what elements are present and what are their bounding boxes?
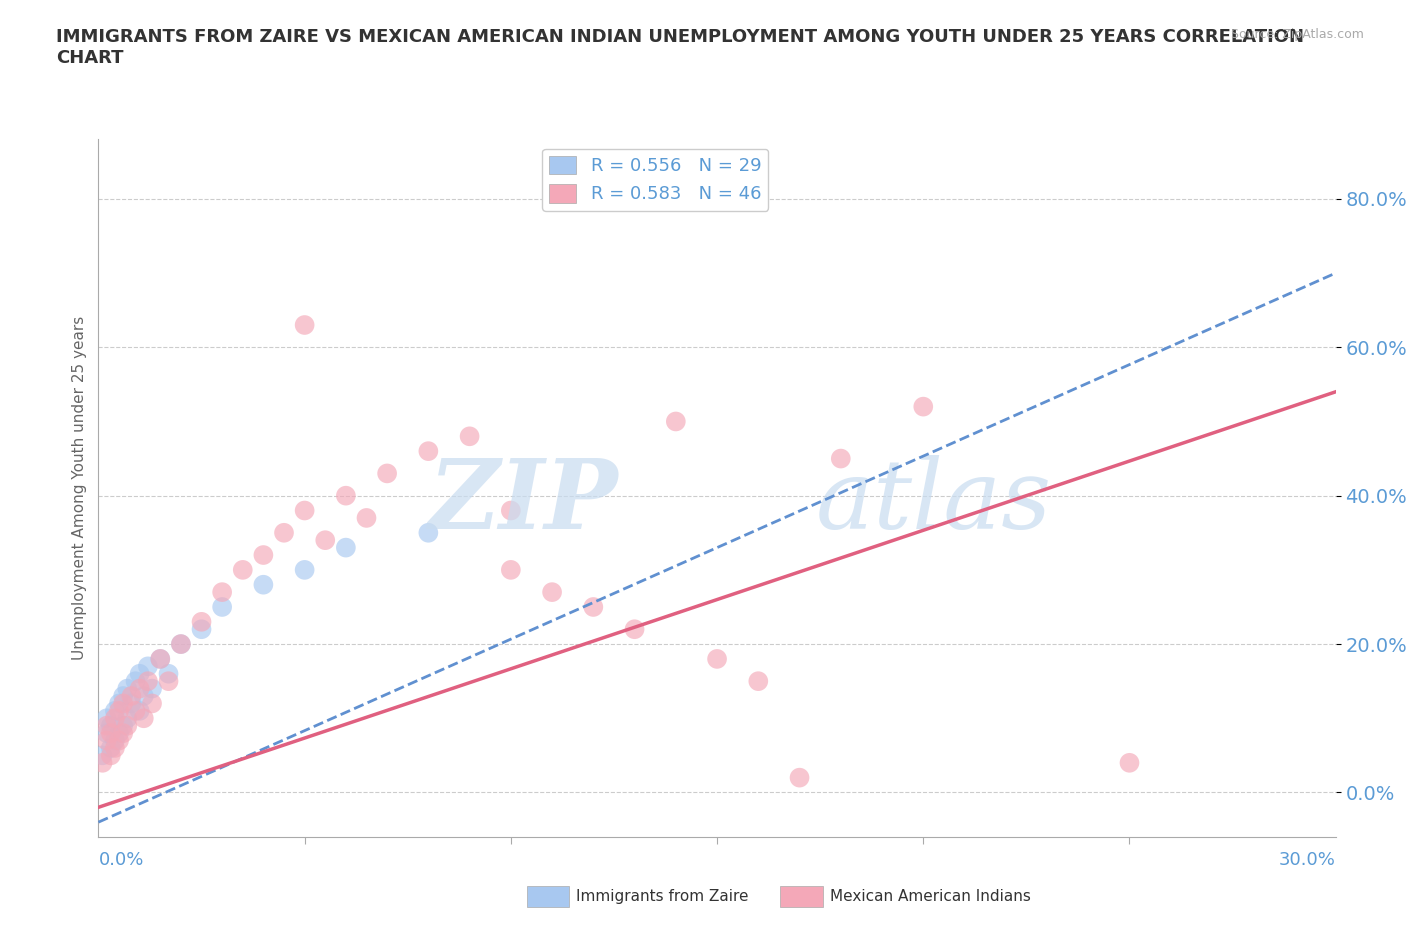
Point	[499, 503, 522, 518]
Point	[211, 600, 233, 615]
Point	[96, 718, 118, 733]
Point	[117, 711, 139, 725]
Point	[335, 540, 357, 555]
Point	[149, 652, 172, 667]
Point	[1118, 755, 1140, 770]
Point	[747, 673, 769, 688]
Point	[112, 688, 135, 703]
Point	[418, 525, 440, 540]
Text: Immigrants from Zaire: Immigrants from Zaire	[576, 889, 749, 904]
Point	[232, 563, 254, 578]
Point	[108, 733, 131, 748]
Point	[100, 725, 122, 740]
Point	[128, 703, 150, 718]
Point	[136, 658, 159, 673]
Point	[91, 748, 114, 763]
Text: Source: ZipAtlas.com: Source: ZipAtlas.com	[1230, 28, 1364, 41]
Point	[912, 399, 935, 414]
Point	[124, 673, 146, 688]
Point	[104, 711, 127, 725]
Point	[112, 696, 135, 711]
Point	[108, 725, 131, 740]
Point	[96, 725, 118, 740]
Point	[499, 563, 522, 578]
Point	[96, 733, 118, 748]
Point	[375, 466, 398, 481]
Point	[190, 622, 212, 637]
Point	[100, 748, 122, 763]
Point	[273, 525, 295, 540]
Point	[104, 703, 127, 718]
Point	[789, 770, 811, 785]
Point	[120, 696, 142, 711]
Point	[356, 511, 378, 525]
Point	[294, 563, 316, 578]
Point	[190, 615, 212, 630]
Point	[104, 733, 127, 748]
Legend: R = 0.556   N = 29, R = 0.583   N = 46: R = 0.556 N = 29, R = 0.583 N = 46	[541, 149, 769, 211]
Point	[117, 718, 139, 733]
Point	[582, 600, 605, 615]
Point	[100, 740, 122, 755]
Text: IMMIGRANTS FROM ZAIRE VS MEXICAN AMERICAN INDIAN UNEMPLOYMENT AMONG YOUTH UNDER : IMMIGRANTS FROM ZAIRE VS MEXICAN AMERICA…	[56, 28, 1305, 67]
Point	[132, 711, 155, 725]
Point	[157, 666, 180, 681]
Text: atlas: atlas	[815, 455, 1052, 550]
Point	[149, 652, 172, 667]
Point	[830, 451, 852, 466]
Point	[665, 414, 688, 429]
Point	[335, 488, 357, 503]
Point	[141, 696, 163, 711]
Point	[170, 637, 193, 652]
Point	[108, 703, 131, 718]
Point	[170, 637, 193, 652]
Point	[706, 652, 728, 667]
Point	[211, 585, 233, 600]
Point	[141, 681, 163, 696]
Point	[128, 681, 150, 696]
Point	[623, 622, 645, 637]
Point	[132, 688, 155, 703]
Point	[112, 718, 135, 733]
Point	[100, 718, 122, 733]
Point	[96, 711, 118, 725]
Point	[136, 673, 159, 688]
Point	[128, 666, 150, 681]
Y-axis label: Unemployment Among Youth under 25 years: Unemployment Among Youth under 25 years	[72, 316, 87, 660]
Point	[157, 673, 180, 688]
Point	[252, 548, 274, 563]
Text: 30.0%: 30.0%	[1279, 851, 1336, 869]
Point	[104, 740, 127, 755]
Text: 0.0%: 0.0%	[98, 851, 143, 869]
Point	[418, 444, 440, 458]
Point	[120, 688, 142, 703]
Point	[112, 725, 135, 740]
Point	[294, 317, 316, 332]
Point	[252, 578, 274, 592]
Point	[541, 585, 564, 600]
Point	[108, 696, 131, 711]
Point	[124, 703, 146, 718]
Text: ZIP: ZIP	[429, 455, 619, 550]
Point	[458, 429, 481, 444]
Text: Mexican American Indians: Mexican American Indians	[830, 889, 1031, 904]
Point	[91, 755, 114, 770]
Point	[314, 533, 336, 548]
Point	[294, 503, 316, 518]
Point	[117, 681, 139, 696]
